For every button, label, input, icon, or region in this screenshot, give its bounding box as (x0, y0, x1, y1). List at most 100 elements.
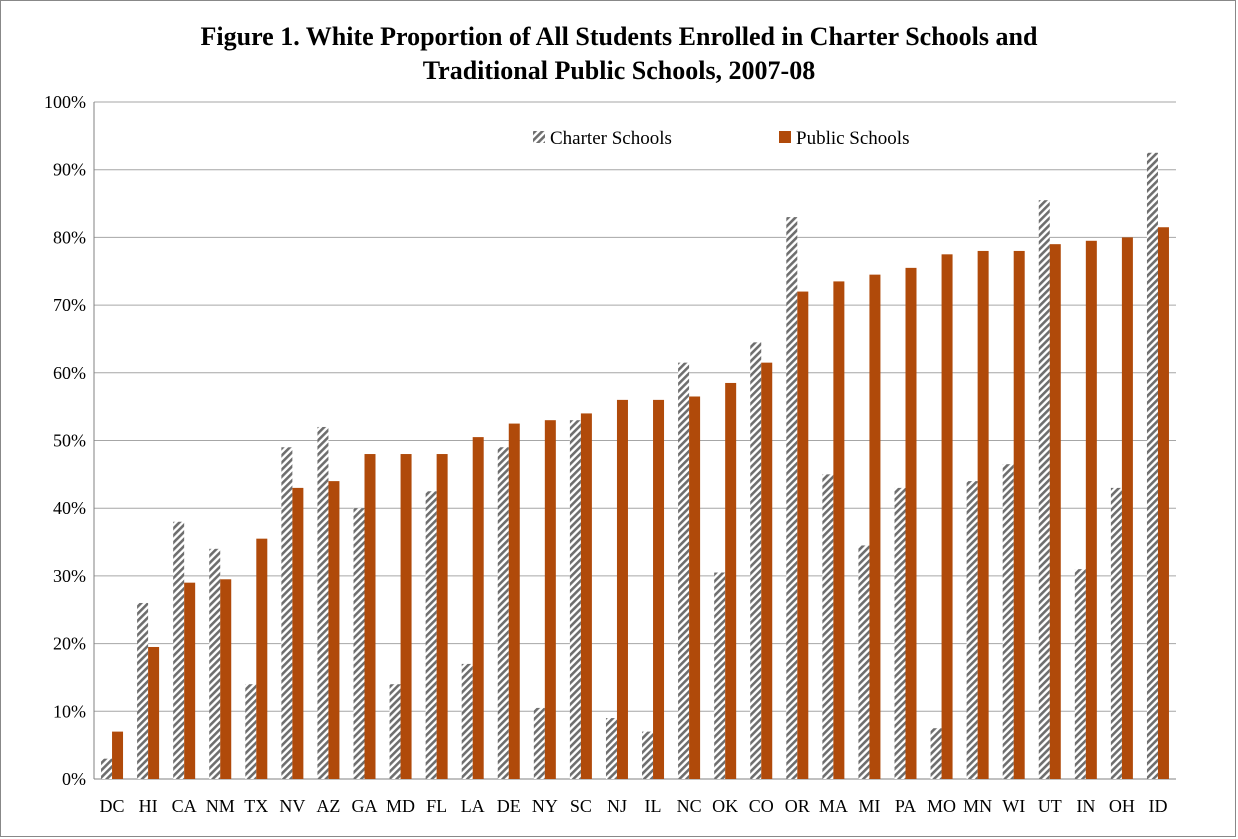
y-tick-label: 20% (53, 634, 86, 654)
bar-charter-in (1074, 569, 1086, 779)
bar-charter-de (497, 447, 509, 779)
bar-charter-ny (533, 707, 545, 779)
bar-charter-mo (930, 728, 942, 779)
bar-charter-dc (101, 758, 113, 779)
bar-charter-ca (173, 521, 185, 779)
y-tick-label: 60% (53, 363, 86, 383)
x-tick-label: NY (532, 796, 558, 816)
bar-public-ma (833, 281, 845, 779)
x-tick-label: DE (497, 796, 521, 816)
y-tick-label: 10% (53, 701, 86, 721)
bar-public-md (400, 454, 412, 779)
bar-charter-nm (209, 548, 221, 779)
x-tick-label: NM (206, 796, 235, 816)
bar-charter-la (461, 663, 473, 779)
bar-charter-tx (245, 684, 257, 779)
bar-charter-nv (281, 447, 293, 779)
y-tick-label: 0% (62, 769, 86, 789)
legend-label-charter: Charter Schools (550, 128, 672, 149)
bar-public-az (328, 481, 340, 779)
y-tick-label: 30% (53, 566, 86, 586)
bar-charter-ma (822, 474, 834, 779)
x-tick-label: FL (426, 796, 447, 816)
bar-charter-co (750, 342, 762, 779)
x-tick-label: OK (712, 796, 738, 816)
bar-public-tx (256, 538, 268, 779)
bar-charter-ga (353, 508, 365, 779)
bar-public-mi (869, 274, 881, 779)
y-tick-label: 70% (53, 295, 86, 315)
bar-public-hi (148, 646, 160, 779)
bar-public-mn (977, 250, 989, 779)
x-tick-label: LA (461, 796, 485, 816)
x-tick-label: GA (352, 796, 378, 816)
bar-charter-az (317, 426, 329, 779)
bar-charter-nc (678, 362, 690, 779)
x-tick-label: NJ (607, 796, 627, 816)
x-tick-label: OR (785, 796, 810, 816)
bar-public-nj (616, 399, 628, 779)
bar-public-dc (112, 731, 124, 779)
bar-public-la (472, 437, 484, 779)
bar-public-co (761, 362, 773, 779)
gridlines (93, 101, 1176, 780)
bar-public-nm (220, 579, 232, 779)
bars (101, 152, 1169, 780)
bar-public-sc (580, 413, 592, 779)
chart-title-line-1: Figure 1. White Proportion of All Studen… (200, 22, 1038, 51)
x-tick-label: MA (819, 796, 848, 816)
chart-title: Figure 1. White Proportion of All Studen… (0, 20, 1238, 88)
y-axis-ticks: 0% 10% 20% 30% 40% 50% 60% 70% 80% 90% 100% (44, 92, 86, 789)
x-tick-label: WI (1002, 796, 1025, 816)
legend: Charter Schools Public Schools (533, 128, 909, 149)
bar-public-oh (1121, 237, 1133, 779)
bar-public-id (1157, 227, 1169, 779)
bar-public-il (653, 399, 665, 779)
bar-charter-wi (1002, 464, 1014, 779)
y-tick-label: 40% (53, 498, 86, 518)
y-tick-label: 50% (53, 431, 86, 451)
y-tick-label: 80% (53, 227, 86, 247)
x-tick-label: DC (100, 796, 125, 816)
x-tick-label: IL (645, 796, 662, 816)
x-tick-label: SC (570, 796, 592, 816)
x-tick-label: UT (1038, 796, 1062, 816)
bar-charter-il (642, 731, 654, 779)
bar-charter-ut (1038, 200, 1050, 780)
bar-charter-fl (425, 491, 437, 779)
y-tick-label: 100% (44, 92, 86, 112)
bar-charter-md (389, 684, 401, 779)
x-tick-label: MN (963, 796, 992, 816)
x-tick-label: AZ (316, 796, 340, 816)
x-tick-label: CA (172, 796, 197, 816)
bar-charter-nj (605, 718, 617, 779)
x-tick-label: OH (1109, 796, 1135, 816)
bar-public-ga (364, 454, 376, 779)
x-tick-label: NV (279, 796, 305, 816)
bar-charter-oh (1110, 487, 1122, 779)
x-tick-label: IN (1076, 796, 1095, 816)
chart-title-line-2: Traditional Public Schools, 2007-08 (422, 56, 816, 85)
y-tick-label: 90% (53, 160, 86, 180)
bar-charter-id (1146, 152, 1158, 779)
bar-public-in (1085, 240, 1097, 779)
x-tick-label: MI (858, 796, 880, 816)
bar-public-wi (1013, 250, 1025, 779)
bar-public-de (508, 423, 520, 779)
bar-public-ok (725, 382, 737, 779)
bar-public-ca (184, 582, 196, 779)
bar-charter-or (786, 217, 798, 780)
x-tick-label: PA (895, 796, 916, 816)
bar-public-or (797, 291, 809, 779)
legend-swatch-charter (533, 131, 545, 143)
bar-public-mo (941, 254, 953, 779)
bar-charter-mi (858, 545, 870, 779)
x-tick-label: TX (244, 796, 268, 816)
bar-public-fl (436, 454, 448, 779)
bar-public-pa (905, 267, 917, 779)
x-axis-ticks: DC HI CA NM TX NV AZ GA MD FL LA DE NY SC NJ IL NC OK CO OR… (100, 796, 1168, 816)
bar-charter-sc (569, 420, 581, 779)
bar-public-ny (544, 420, 556, 779)
bar-charter-ok (714, 572, 726, 779)
